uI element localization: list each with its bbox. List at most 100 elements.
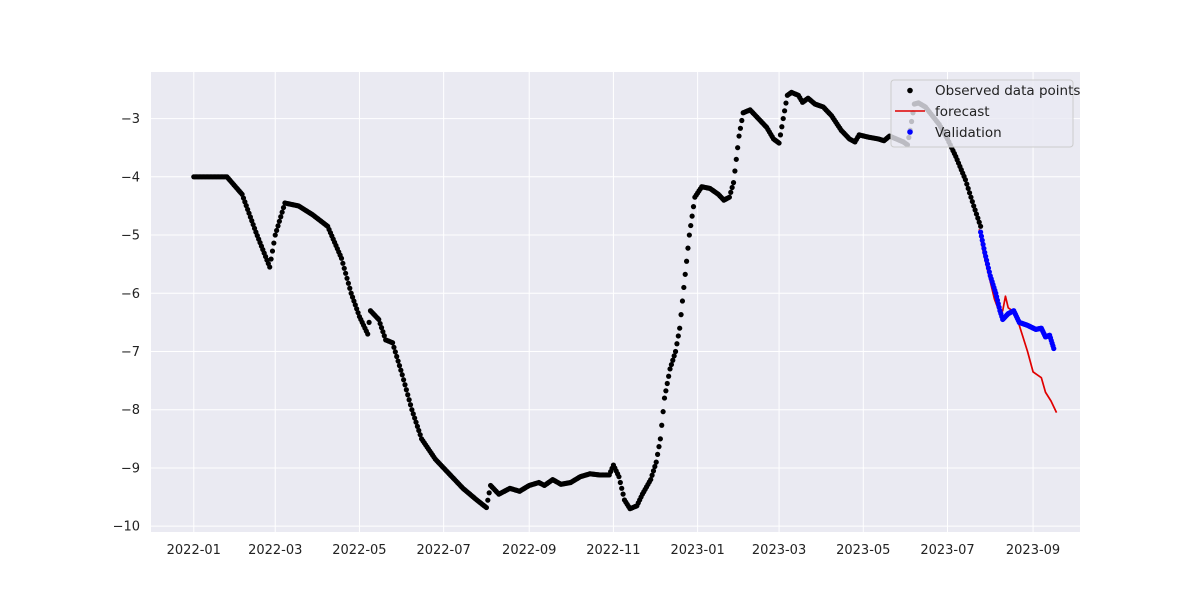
observed-point [969, 198, 975, 205]
observed-point [380, 329, 386, 335]
observed-point [678, 312, 684, 318]
observed-point [653, 459, 659, 465]
observed-point [686, 232, 692, 238]
y-tick-label: −10 [113, 520, 140, 535]
observed-point [690, 204, 697, 210]
observed-point [674, 341, 680, 347]
observed-point [729, 184, 735, 191]
observed-point [660, 409, 666, 415]
axis-tick-labels: 2022-01 2022-03 2022-05 2022-07 2022-09 2022-… [113, 112, 1061, 558]
legend-forecast-label: forecast [935, 104, 990, 120]
observed-point [689, 213, 695, 219]
x-tick-label: 2022-01 [167, 543, 221, 558]
observed-point [396, 363, 403, 369]
observed-point [736, 133, 742, 139]
validation-point [986, 269, 992, 275]
validation-point [982, 249, 988, 256]
observed-point [681, 284, 687, 291]
x-tick-label: 2023-03 [752, 543, 806, 558]
observed-point [657, 436, 663, 442]
observed-point [268, 256, 274, 262]
observed-point [649, 472, 655, 478]
observed-point [661, 395, 668, 401]
observed-point [617, 479, 623, 486]
observed-point [399, 372, 405, 378]
observed-point [648, 476, 654, 483]
x-tick-label: 2023-09 [1006, 543, 1060, 558]
plot-area [151, 72, 1080, 532]
observed-point [670, 357, 676, 363]
observed-point [365, 331, 371, 337]
observed-point [679, 298, 686, 304]
observed-point [378, 325, 385, 331]
observed-point [652, 463, 658, 470]
y-tick-label: −6 [121, 287, 140, 302]
observed-point [971, 203, 977, 209]
observed-point [780, 115, 786, 122]
observed-point [619, 485, 625, 491]
observed-point [683, 258, 690, 264]
observed-point [410, 411, 416, 417]
observed-point [272, 232, 278, 238]
observed-point [278, 214, 284, 220]
observed-point [279, 209, 285, 215]
observed-point [414, 423, 421, 429]
y-tick-label: −5 [121, 229, 140, 244]
observed-point [685, 245, 691, 251]
y-tick-label: −7 [121, 345, 140, 360]
legend-observed-label: Observed data points [935, 83, 1080, 99]
observed-point [972, 207, 978, 213]
observed-point [401, 377, 407, 383]
observed-point [276, 218, 282, 224]
observed-point [732, 168, 738, 174]
observed-point [656, 444, 662, 450]
observed-point [267, 264, 273, 270]
observed-point [485, 497, 491, 503]
validation-point [983, 253, 989, 259]
observed-point [347, 285, 353, 291]
observed-point [677, 325, 683, 331]
observed-point [964, 181, 970, 187]
observed-point [340, 260, 346, 266]
observed-point [269, 248, 276, 254]
observed-point [409, 407, 415, 413]
x-tick-label: 2022-11 [586, 543, 640, 558]
observed-point [968, 194, 974, 200]
observed-point [739, 117, 745, 124]
x-tick-label: 2022-03 [248, 543, 302, 558]
observed-point [389, 340, 396, 346]
x-tick-label: 2022-09 [502, 543, 556, 558]
x-tick-label: 2022-05 [332, 543, 386, 558]
validation-point [979, 237, 985, 243]
x-tick-label: 2022-07 [416, 543, 470, 558]
y-tick-label: −9 [121, 461, 140, 476]
observed-point [975, 215, 981, 221]
observed-point [730, 180, 737, 186]
observed-point [412, 415, 418, 421]
legend-observed-marker [907, 87, 913, 94]
observed-point [965, 185, 971, 192]
observed-point [688, 222, 694, 229]
observed-point [620, 491, 626, 497]
observed-point [735, 145, 741, 151]
observed-point [413, 419, 419, 425]
observed-point [377, 320, 383, 327]
validation-point [981, 245, 987, 252]
observed-point [672, 348, 679, 355]
observed-point [976, 219, 982, 225]
legend-frame [890, 79, 1074, 148]
observed-point [726, 194, 732, 200]
validation-point [978, 233, 985, 239]
observed-point [663, 388, 669, 394]
observed-point [667, 366, 673, 372]
observed-point [395, 358, 401, 364]
observed-point [405, 392, 411, 398]
observed-point [274, 227, 280, 234]
observed-point [338, 255, 345, 261]
observed-point [650, 468, 657, 474]
observed-point [416, 427, 422, 434]
observed-point [737, 125, 744, 131]
x-tick-label: 2023-05 [836, 543, 890, 558]
observed-point [733, 156, 739, 162]
